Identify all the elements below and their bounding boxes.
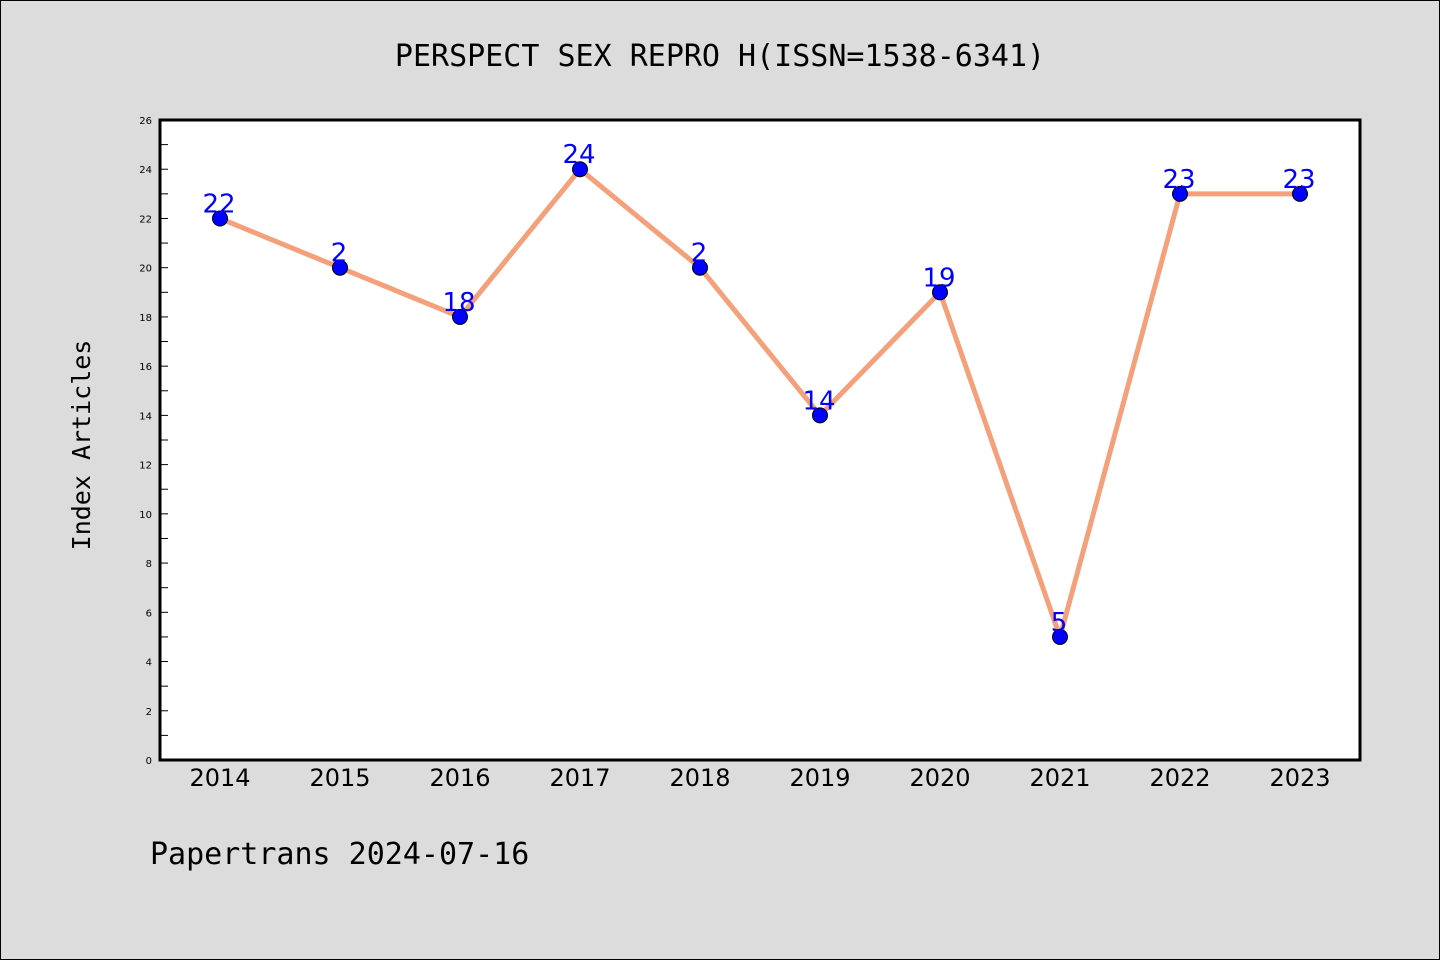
data-point bbox=[1172, 185, 1188, 202]
y-axis-label: Index Articles bbox=[67, 340, 96, 551]
x-tick-label: 2015 bbox=[309, 764, 370, 792]
x-axis-ticks: 2014 2015 2016 2017 2018 2019 2020 2021 2022 2023 bbox=[189, 764, 1330, 792]
data-point bbox=[1292, 185, 1308, 202]
footer-stamp: Papertrans 2024-07-16 bbox=[150, 837, 529, 872]
x-tick-label: 2021 bbox=[1029, 764, 1090, 792]
data-label: 18 bbox=[442, 288, 475, 318]
plot-frame bbox=[158, 118, 1362, 762]
data-label: 19 bbox=[922, 263, 955, 293]
data-point bbox=[812, 407, 828, 424]
x-tick-label: 2018 bbox=[669, 764, 730, 792]
data-point bbox=[452, 308, 468, 325]
data-label: 2 bbox=[331, 239, 348, 269]
y-tick-label: 12 bbox=[139, 461, 152, 472]
x-tick-label: 2023 bbox=[1269, 764, 1330, 792]
data-point bbox=[212, 210, 228, 227]
y-tick-label: 4 bbox=[146, 658, 152, 669]
x-tick-label: 2016 bbox=[429, 764, 490, 792]
y-tick-label: 18 bbox=[139, 313, 152, 324]
data-point bbox=[932, 284, 948, 301]
y-tick-label: 0 bbox=[146, 756, 152, 767]
y-tick-label: 2 bbox=[146, 707, 152, 718]
x-tick-label: 2019 bbox=[789, 764, 850, 792]
y-tick-label: 22 bbox=[139, 214, 152, 225]
data-point bbox=[692, 259, 708, 276]
y-tick-label: 10 bbox=[139, 510, 152, 521]
y-tick-label: 8 bbox=[146, 559, 152, 570]
data-point bbox=[572, 161, 588, 178]
data-label: 14 bbox=[802, 386, 835, 416]
data-point bbox=[1052, 628, 1068, 645]
y-tick-label: 14 bbox=[139, 411, 152, 422]
y-tick-label: 20 bbox=[139, 264, 152, 275]
series-line bbox=[217, 166, 1303, 640]
x-tick-label: 2022 bbox=[1149, 764, 1210, 792]
data-label: 2 bbox=[691, 239, 708, 269]
chart-title: PERSPECT SEX REPRO H(ISSN=1538-6341) bbox=[395, 39, 1045, 74]
data-label: 5 bbox=[1051, 608, 1068, 638]
y-tick-label: 6 bbox=[146, 608, 152, 619]
x-tick-label: 2017 bbox=[549, 764, 610, 792]
data-point bbox=[332, 259, 348, 276]
y-tick-label: 26 bbox=[139, 116, 152, 127]
data-label: 23 bbox=[1162, 165, 1195, 195]
data-label: 22 bbox=[202, 189, 235, 219]
y-tick-label: 24 bbox=[139, 165, 152, 176]
x-tick-label: 2014 bbox=[189, 764, 250, 792]
data-label: 23 bbox=[1282, 165, 1315, 195]
x-tick-label: 2020 bbox=[909, 764, 970, 792]
plot-area bbox=[160, 120, 1360, 760]
data-label: 24 bbox=[562, 140, 595, 170]
y-tick-label: 16 bbox=[139, 362, 152, 373]
